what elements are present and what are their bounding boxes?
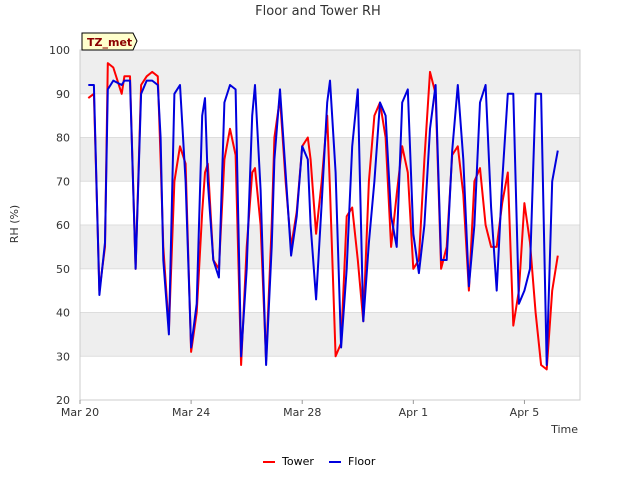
- tz-met-badge: TZ_met: [81, 32, 138, 51]
- y-tick-label: 100: [49, 44, 70, 57]
- x-tick-label: Mar 28: [283, 406, 321, 419]
- x-tick-label: Mar 20: [61, 406, 99, 419]
- badge-label: TZ_met: [87, 36, 132, 49]
- y-axis-label: RH (%): [8, 205, 21, 243]
- x-tick-label: Apr 1: [399, 406, 429, 419]
- chart-title: Floor and Tower RH: [255, 4, 381, 19]
- legend-label-tower: Tower: [281, 455, 314, 468]
- x-tick-label: Apr 5: [510, 406, 540, 419]
- y-tick-label: 50: [56, 263, 70, 276]
- y-tick-label: 30: [56, 350, 70, 363]
- series-line-floor: [88, 79, 559, 366]
- grid-band: [80, 225, 580, 269]
- y-tick-label: 60: [56, 219, 70, 232]
- legend: Tower Floor: [263, 455, 376, 468]
- y-tick-label: 80: [56, 132, 70, 145]
- plot-border: [79, 49, 581, 401]
- y-tick-label: 70: [56, 175, 70, 188]
- badge-box: [81, 32, 138, 51]
- x-tick-label: Mar 24: [172, 406, 210, 419]
- y-tick-label: 40: [56, 307, 70, 320]
- y-tick-label: 90: [56, 88, 70, 101]
- grid-band: [80, 312, 580, 357]
- x-axis-label: Time: [550, 423, 578, 436]
- y-tick-label: 20: [56, 394, 70, 407]
- legend-label-floor: Floor: [348, 455, 376, 468]
